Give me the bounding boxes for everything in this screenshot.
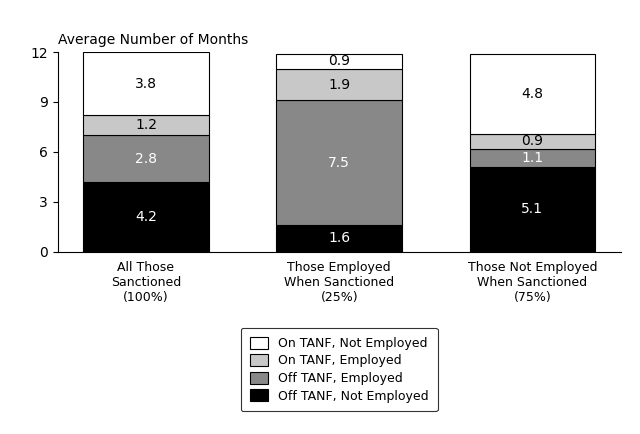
Text: 3.8: 3.8 [135,77,157,91]
Bar [470,167,595,252]
Text: 4.2: 4.2 [135,210,157,224]
Text: 5.1: 5.1 [522,202,543,216]
Text: Average Number of Months: Average Number of Months [58,33,248,47]
Text: 1.2: 1.2 [135,118,157,132]
Bar [276,54,402,69]
Bar [470,148,595,167]
Text: 0.9: 0.9 [328,54,350,68]
Text: 1.9: 1.9 [328,78,350,92]
Text: 1.1: 1.1 [522,151,543,165]
Bar [470,134,595,148]
Bar [276,100,402,225]
Text: 2.8: 2.8 [135,151,157,165]
Bar [276,69,402,100]
Legend: On TANF, Not Employed, On TANF, Employed, Off TANF, Employed, Off TANF, Not Empl: On TANF, Not Employed, On TANF, Employed… [241,328,438,411]
Text: 7.5: 7.5 [328,156,350,170]
Bar [83,135,209,182]
Bar [276,225,402,252]
Bar [83,52,209,115]
Text: 1.6: 1.6 [328,231,350,245]
Text: 4.8: 4.8 [522,87,543,101]
Text: 0.9: 0.9 [522,134,543,148]
Bar [470,54,595,134]
Bar [83,182,209,252]
Bar [83,115,209,135]
